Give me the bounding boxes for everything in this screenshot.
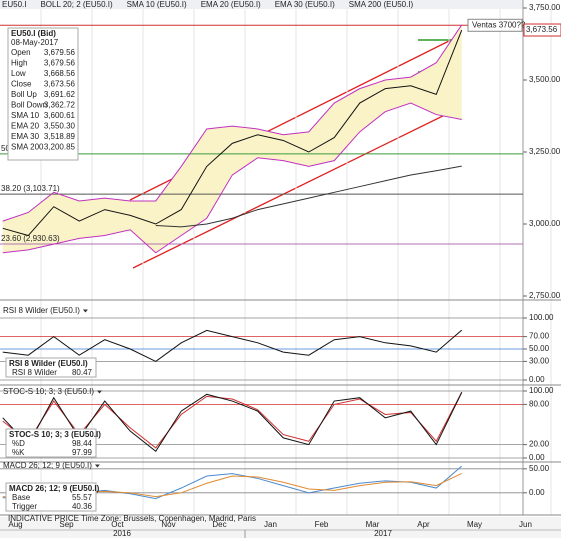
x-tick-label: Oct	[111, 520, 124, 529]
toolbar-item: SMA 200 (EU50.I)	[349, 0, 414, 9]
y-tick-label: 2,750.00	[529, 291, 561, 300]
info-value: 3,679.56	[44, 59, 76, 68]
info-value: 3,518.89	[44, 132, 76, 141]
series-line	[2, 24, 463, 222]
info-value: 3,673.56	[44, 80, 76, 89]
y-tick-label: 0.00	[529, 453, 545, 462]
series-line	[155, 165, 462, 228]
toolbar-item: SMA 10 (EU50.I)	[127, 0, 187, 9]
info-title: EU50.I (Bid)	[11, 29, 56, 38]
x-tick-label: May	[467, 520, 482, 529]
x-axis-bg	[0, 517, 561, 538]
legend-name: Base	[12, 493, 31, 502]
y-tick-label: 20.00	[529, 440, 550, 449]
x-tick-label: Nov	[161, 520, 175, 529]
legend-title: MACD 26; 12; 9 (EU50.I)	[9, 484, 100, 493]
info-date: 08-May-2017	[11, 38, 59, 47]
bollinger-band	[2, 24, 462, 253]
dropdown-arrow	[94, 464, 100, 468]
y-tick-label: 100.00	[529, 313, 554, 322]
info-label: High	[11, 59, 27, 68]
legend-name: %D	[12, 439, 25, 448]
info-label: EMA 30	[11, 132, 40, 141]
info-label: SMA 10	[11, 111, 40, 120]
info-value: 3,200.85	[44, 143, 76, 152]
panel-header: STOC-S 10; 3; 3 (EU50.I)	[3, 387, 94, 396]
y-tick-label: 80.00	[529, 400, 550, 409]
x-tick-label: Jan	[264, 520, 277, 529]
info-value: 3,691.62	[44, 90, 76, 99]
legend-value: 80.47	[72, 368, 93, 377]
channel-lower	[132, 109, 456, 269]
x-tick-label: Mar	[366, 520, 380, 529]
year-label: 2016	[113, 529, 131, 538]
legend-name: RSI 8 Wilder	[12, 368, 57, 377]
info-label: Low	[11, 69, 26, 78]
dropdown-arrow	[82, 309, 88, 313]
info-value: 3,668.56	[44, 69, 76, 78]
info-value: 3,600.61	[44, 111, 76, 120]
y-tick-label: 0.00	[529, 375, 545, 384]
toolbar-item: EMA 30 (EU50.I)	[275, 0, 335, 9]
series-line	[2, 329, 463, 362]
legend-box	[5, 428, 97, 458]
legend-name: %K	[12, 448, 25, 457]
y-tick-label: 3,750.00	[529, 3, 561, 12]
y-tick-label: 3,000.00	[529, 219, 561, 228]
dropdown-arrow	[97, 390, 102, 394]
legend-value: 55.57	[72, 493, 93, 502]
annotation-box	[467, 18, 523, 32]
info-value: 3,679.56	[44, 48, 76, 57]
footer-note: INDICATIVE PRICE Time Zone: Brussels, Co…	[8, 514, 256, 523]
y-tick-label: 3,500.00	[529, 75, 561, 84]
level-label: 23.60 (2,930.63)	[1, 234, 60, 243]
info-value: 3,362.72	[44, 101, 76, 110]
legend-title: RSI 8 Wilder (EU50.I)	[9, 359, 88, 368]
year-label: 2017	[374, 529, 392, 538]
info-label: Boll Down	[11, 101, 47, 110]
panel-header: MACD 26; 12; 9 (EU50.I)	[3, 461, 92, 470]
series-line	[2, 102, 462, 254]
y-tick-label: 70.00	[529, 332, 550, 341]
info-value: 3,550.30	[44, 122, 76, 131]
x-tick-label: Sep	[59, 520, 74, 529]
info-label: Open	[11, 48, 31, 57]
x-tick-label: Apr	[417, 520, 430, 529]
toolbar-item: BOLL 20; 2 (EU50.I)	[40, 0, 113, 9]
level-label: 38.20 (3,103.71)	[1, 184, 60, 193]
legend-name: Trigger	[12, 502, 37, 511]
y-tick-label: 0.00	[529, 488, 545, 497]
toolbar-item: EMA 20 (EU50.I)	[201, 0, 261, 9]
y-tick-label: 3,250.00	[529, 147, 561, 156]
info-label: Boll Up	[11, 90, 37, 99]
y-tick-label: 30.00	[529, 357, 550, 366]
info-label: Close	[11, 80, 32, 89]
legend-box	[5, 482, 97, 512]
y-tick-label: 100.00	[529, 386, 554, 395]
x-tick-label: Aug	[8, 520, 22, 529]
info-label: SMA 200	[11, 143, 44, 152]
legend-value: 97.99	[72, 448, 93, 457]
legend-box	[5, 357, 97, 378]
annotation: Ventas 3700??	[472, 20, 526, 29]
legend-title: STOC-S 10; 3; 3 (EU50.I)	[9, 430, 101, 439]
legend-value: 98.44	[72, 439, 93, 448]
info-label: EMA 20	[11, 122, 40, 131]
x-tick-label: Jun	[519, 520, 532, 529]
last-price-box	[523, 23, 561, 37]
y-tick-label: 50.00	[529, 464, 550, 473]
legend-value: 40.36	[72, 502, 93, 511]
x-tick-label: Dec	[212, 520, 226, 529]
toolbar	[0, 0, 523, 9]
info-box	[7, 27, 79, 161]
series-line	[2, 29, 463, 237]
x-tick-label: Feb	[315, 520, 329, 529]
last-price: 3,673.56	[526, 25, 558, 34]
y-tick-label: 50.00	[529, 344, 550, 353]
panel-header: RSI 8 Wilder (EU50.I)	[3, 306, 80, 315]
toolbar-item: EU50.I	[2, 0, 26, 9]
